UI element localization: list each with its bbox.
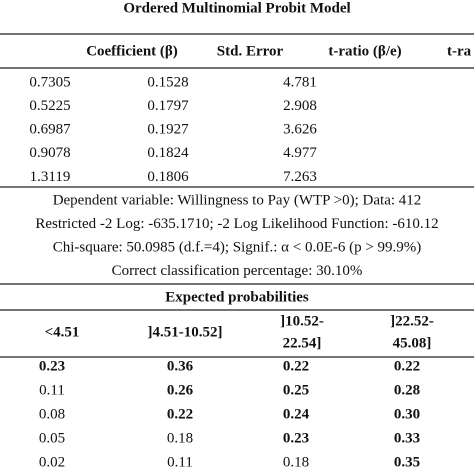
cell: 0.1528 — [147, 74, 188, 90]
table-title: Ordered Multinomial Probit Model — [123, 0, 350, 16]
cell: 0.22 — [167, 406, 193, 422]
column-header: t-ratio (β/e) — [328, 43, 401, 59]
cell: 0.6987 — [29, 122, 71, 138]
section-title: Expected probabilities — [165, 289, 309, 305]
cell: 0.22 — [283, 358, 309, 374]
column-header: 22.54] — [283, 335, 322, 351]
cell: 0.7305 — [29, 74, 70, 90]
cell: 0.26 — [167, 382, 194, 398]
cell: 0.23 — [283, 430, 309, 446]
cell: 0.1797 — [147, 98, 189, 114]
cell: 0.22 — [394, 358, 420, 374]
note: Chi-square: 50.0985 (d.f.=4); Signif.: α… — [53, 239, 422, 255]
column-header: t-ra — [447, 43, 472, 59]
cell: 0.18 — [167, 430, 193, 446]
cell: 0.25 — [283, 382, 309, 398]
column-header: <4.51 — [45, 324, 80, 340]
note: Correct classification percentage: 30.10… — [112, 263, 363, 279]
cell: 0.33 — [394, 430, 420, 446]
cell: 0.11 — [39, 382, 65, 398]
cell: 3.626 — [283, 122, 317, 138]
column-header: Coefficient (β) — [86, 43, 178, 59]
cell: 7.263 — [283, 169, 317, 185]
cell: 0.11 — [167, 454, 193, 470]
cell: 0.30 — [394, 406, 420, 422]
cell: 0.24 — [283, 406, 310, 422]
note: Dependent variable: Willingness to Pay (… — [53, 192, 422, 208]
note: Restricted -2 Log: -635.1710; -2 Log Lik… — [35, 216, 438, 232]
cell: 0.02 — [39, 454, 65, 470]
cell: 0.1927 — [147, 122, 189, 138]
cell: 4.977 — [283, 145, 317, 161]
cell: 0.05 — [39, 430, 65, 446]
cell: 0.23 — [39, 358, 65, 374]
cell: 0.08 — [39, 406, 65, 422]
column-header: ]10.52- — [280, 313, 324, 329]
cell: 0.35 — [394, 454, 420, 470]
cell: 0.1806 — [147, 169, 189, 185]
cell: 0.36 — [167, 358, 194, 374]
column-header: ]4.51-10.52] — [148, 324, 223, 340]
cell: 1.3119 — [30, 169, 71, 185]
cell: 4.781 — [283, 74, 317, 90]
cell: 2.908 — [283, 98, 317, 114]
column-header: 45.08] — [393, 335, 432, 351]
column-header: Std. Error — [217, 43, 284, 59]
cell: 0.28 — [394, 382, 420, 398]
cell: 0.5225 — [29, 98, 70, 114]
cell: 0.9078 — [29, 145, 70, 161]
cell: 0.18 — [283, 454, 309, 470]
cell: 0.1824 — [147, 145, 189, 161]
column-header: ]22.52- — [390, 313, 434, 329]
